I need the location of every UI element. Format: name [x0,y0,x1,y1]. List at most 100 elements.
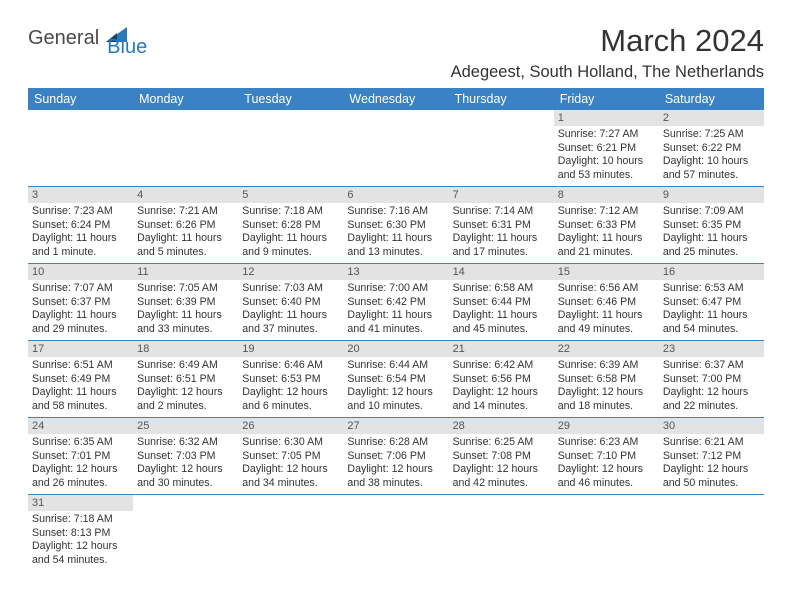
sunset-line: Sunset: 6:49 PM [32,373,129,387]
sunset-line: Sunset: 6:28 PM [242,219,339,233]
daylight-line: Daylight: 11 hours and 5 minutes. [137,232,234,259]
day-number: 9 [659,187,764,203]
day-header-row: SundayMondayTuesdayWednesdayThursdayFrid… [28,88,764,110]
sunset-line: Sunset: 6:26 PM [137,219,234,233]
day-cell: 27Sunrise: 6:28 AMSunset: 7:06 PMDayligh… [343,418,448,494]
daylight-line: Daylight: 11 hours and 41 minutes. [347,309,444,336]
sunrise-line: Sunrise: 6:21 AM [663,436,760,450]
day-body: Sunrise: 6:49 AMSunset: 6:51 PMDaylight:… [133,357,238,416]
day-cell: 8Sunrise: 7:12 AMSunset: 6:33 PMDaylight… [554,187,659,263]
daylight-line: Daylight: 12 hours and 26 minutes. [32,463,129,490]
sunrise-line: Sunrise: 6:44 AM [347,359,444,373]
day-number: 3 [28,187,133,203]
sunset-line: Sunset: 7:05 PM [242,450,339,464]
sunset-line: Sunset: 6:44 PM [453,296,550,310]
sunrise-line: Sunrise: 6:23 AM [558,436,655,450]
sunrise-line: Sunrise: 6:56 AM [558,282,655,296]
day-cell: 21Sunrise: 6:42 AMSunset: 6:56 PMDayligh… [449,341,554,417]
daylight-line: Daylight: 12 hours and 22 minutes. [663,386,760,413]
day-body: Sunrise: 6:46 AMSunset: 6:53 PMDaylight:… [238,357,343,416]
week-row: 17Sunrise: 6:51 AMSunset: 6:49 PMDayligh… [28,341,764,418]
day-body: Sunrise: 7:09 AMSunset: 6:35 PMDaylight:… [659,203,764,262]
sunrise-line: Sunrise: 6:58 AM [453,282,550,296]
day-header: Monday [133,88,238,110]
sunrise-line: Sunrise: 7:03 AM [242,282,339,296]
day-body: Sunrise: 6:30 AMSunset: 7:05 PMDaylight:… [238,434,343,493]
day-body: Sunrise: 6:51 AMSunset: 6:49 PMDaylight:… [28,357,133,416]
day-number: 14 [449,264,554,280]
day-body: Sunrise: 6:32 AMSunset: 7:03 PMDaylight:… [133,434,238,493]
day-cell: 12Sunrise: 7:03 AMSunset: 6:40 PMDayligh… [238,264,343,340]
day-cell: 30Sunrise: 6:21 AMSunset: 7:12 PMDayligh… [659,418,764,494]
day-number: 20 [343,341,448,357]
daylight-line: Daylight: 12 hours and 38 minutes. [347,463,444,490]
day-cell: 9Sunrise: 7:09 AMSunset: 6:35 PMDaylight… [659,187,764,263]
day-number: 24 [28,418,133,434]
sunrise-line: Sunrise: 7:27 AM [558,128,655,142]
sunset-line: Sunset: 6:58 PM [558,373,655,387]
sunset-line: Sunset: 6:54 PM [347,373,444,387]
day-body: Sunrise: 7:21 AMSunset: 6:26 PMDaylight:… [133,203,238,262]
day-body: Sunrise: 6:21 AMSunset: 7:12 PMDaylight:… [659,434,764,493]
week-row: 24Sunrise: 6:35 AMSunset: 7:01 PMDayligh… [28,418,764,495]
day-cell: 19Sunrise: 6:46 AMSunset: 6:53 PMDayligh… [238,341,343,417]
daylight-line: Daylight: 12 hours and 18 minutes. [558,386,655,413]
sunset-line: Sunset: 6:24 PM [32,219,129,233]
daylight-line: Daylight: 12 hours and 34 minutes. [242,463,339,490]
day-body: Sunrise: 6:39 AMSunset: 6:58 PMDaylight:… [554,357,659,416]
day-cell: 1Sunrise: 7:27 AMSunset: 6:21 PMDaylight… [554,110,659,186]
day-body: Sunrise: 7:14 AMSunset: 6:31 PMDaylight:… [449,203,554,262]
daylight-line: Daylight: 11 hours and 58 minutes. [32,386,129,413]
day-number: 21 [449,341,554,357]
day-number: 18 [133,341,238,357]
day-cell: 13Sunrise: 7:00 AMSunset: 6:42 PMDayligh… [343,264,448,340]
sunrise-line: Sunrise: 6:51 AM [32,359,129,373]
day-body: Sunrise: 6:53 AMSunset: 6:47 PMDaylight:… [659,280,764,339]
day-cell: 26Sunrise: 6:30 AMSunset: 7:05 PMDayligh… [238,418,343,494]
daylight-line: Daylight: 12 hours and 14 minutes. [453,386,550,413]
day-header: Friday [554,88,659,110]
day-body: Sunrise: 6:44 AMSunset: 6:54 PMDaylight:… [343,357,448,416]
sunrise-line: Sunrise: 7:00 AM [347,282,444,296]
sunrise-line: Sunrise: 7:18 AM [32,513,129,527]
daylight-line: Daylight: 11 hours and 9 minutes. [242,232,339,259]
sunset-line: Sunset: 6:30 PM [347,219,444,233]
sunset-line: Sunset: 7:00 PM [663,373,760,387]
day-number: 29 [554,418,659,434]
day-body: Sunrise: 6:56 AMSunset: 6:46 PMDaylight:… [554,280,659,339]
day-body: Sunrise: 7:16 AMSunset: 6:30 PMDaylight:… [343,203,448,262]
daylight-line: Daylight: 12 hours and 30 minutes. [137,463,234,490]
day-number: 28 [449,418,554,434]
daylight-line: Daylight: 12 hours and 2 minutes. [137,386,234,413]
sunset-line: Sunset: 6:42 PM [347,296,444,310]
page-title: March 2024 [600,23,764,59]
day-header: Saturday [659,88,764,110]
daylight-line: Daylight: 11 hours and 13 minutes. [347,232,444,259]
empty-cell [343,495,448,571]
day-body: Sunrise: 6:35 AMSunset: 7:01 PMDaylight:… [28,434,133,493]
sunrise-line: Sunrise: 7:23 AM [32,205,129,219]
day-header: Sunday [28,88,133,110]
day-number: 4 [133,187,238,203]
day-number: 13 [343,264,448,280]
sunrise-line: Sunrise: 7:05 AM [137,282,234,296]
day-body: Sunrise: 7:00 AMSunset: 6:42 PMDaylight:… [343,280,448,339]
sunrise-line: Sunrise: 7:14 AM [453,205,550,219]
day-cell: 31Sunrise: 7:18 AMSunset: 8:13 PMDayligh… [28,495,133,571]
empty-cell [449,495,554,571]
day-number: 27 [343,418,448,434]
day-header: Thursday [449,88,554,110]
day-cell: 11Sunrise: 7:05 AMSunset: 6:39 PMDayligh… [133,264,238,340]
day-body: Sunrise: 6:23 AMSunset: 7:10 PMDaylight:… [554,434,659,493]
sunrise-line: Sunrise: 6:46 AM [242,359,339,373]
sunset-line: Sunset: 7:03 PM [137,450,234,464]
sunset-line: Sunset: 6:53 PM [242,373,339,387]
header-row: General Blue March 2024 [28,18,764,59]
sunrise-line: Sunrise: 7:18 AM [242,205,339,219]
day-body: Sunrise: 7:23 AMSunset: 6:24 PMDaylight:… [28,203,133,262]
daylight-line: Daylight: 11 hours and 17 minutes. [453,232,550,259]
day-number: 1 [554,110,659,126]
empty-cell [343,110,448,186]
sunrise-line: Sunrise: 7:12 AM [558,205,655,219]
sunset-line: Sunset: 6:51 PM [137,373,234,387]
